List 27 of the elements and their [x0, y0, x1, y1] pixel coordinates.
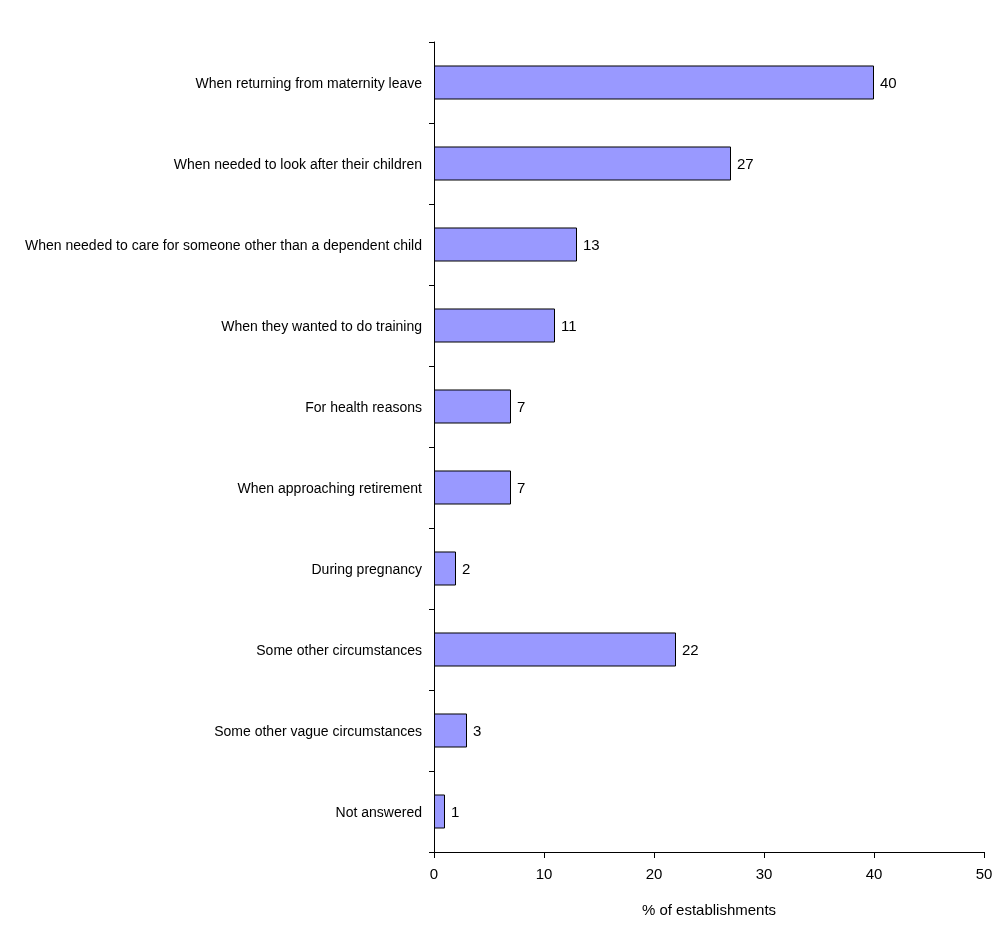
data-label: 13 — [583, 236, 600, 253]
data-label: 3 — [473, 722, 482, 739]
x-tick-label: 10 — [535, 865, 553, 882]
x-tick-label: 50 — [975, 865, 993, 882]
y-tick-label: During pregnancy — [311, 560, 422, 577]
data-label: 11 — [561, 317, 577, 334]
x-tick-label: 30 — [755, 865, 773, 882]
y-tick-label: Some other circumstances — [256, 641, 422, 658]
y-tick-label: When they wanted to do training — [221, 317, 422, 334]
y-tick-label: For health reasons — [305, 398, 422, 415]
y-tick-label: When approaching retirement — [237, 479, 423, 496]
y-tick-label: Not answered — [335, 803, 422, 820]
data-label: 27 — [737, 155, 754, 172]
data-label: 1 — [451, 803, 460, 820]
data-label: 7 — [517, 479, 526, 496]
x-tick-label: 20 — [645, 865, 663, 882]
y-tick-label: When returning from maternity leave — [195, 74, 423, 91]
x-tick-label: 40 — [865, 865, 883, 882]
y-tick-label: Some other vague circumstances — [214, 722, 422, 739]
data-label: 2 — [462, 560, 471, 577]
x-tick-label: 0 — [429, 865, 439, 882]
data-label: 40 — [880, 74, 897, 91]
y-tick-label: When needed to look after their children — [173, 155, 422, 172]
x-axis-title: % of establishments — [641, 901, 777, 918]
y-tick-label: When needed to care for someone other than a dependent child — [25, 236, 422, 253]
data-label: 22 — [682, 641, 699, 658]
data-label: 7 — [517, 398, 526, 415]
